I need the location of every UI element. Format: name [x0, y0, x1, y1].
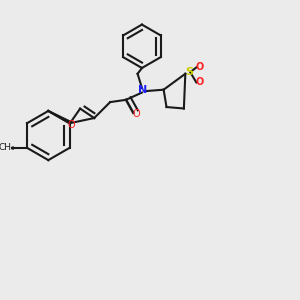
Text: O: O: [132, 109, 140, 119]
Text: CH₃: CH₃: [0, 143, 15, 152]
Text: O: O: [68, 120, 76, 130]
Text: O: O: [195, 77, 203, 88]
Text: S: S: [185, 67, 193, 77]
Text: O: O: [195, 62, 203, 72]
Text: N: N: [138, 85, 147, 95]
